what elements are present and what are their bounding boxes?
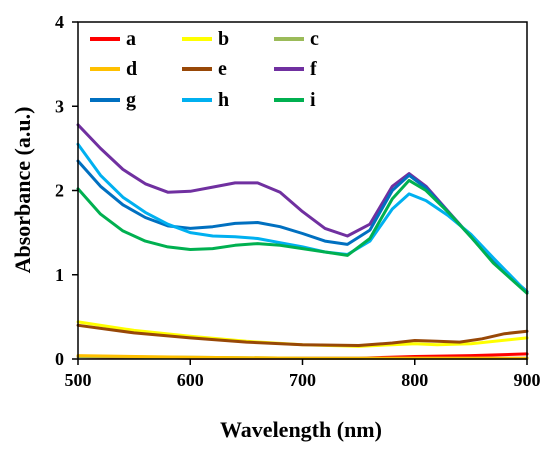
- legend-label-e: e: [218, 58, 227, 80]
- x-tick-label: 600: [177, 370, 204, 390]
- y-tick-label: 3: [55, 96, 64, 116]
- y-axis-title: Absorbance (a.u.): [10, 107, 35, 274]
- legend: a b c d e f g h i: [90, 28, 319, 111]
- series-line-f: [76, 123, 529, 294]
- legend-label-g: g: [126, 89, 136, 111]
- legend-label-c: c: [310, 28, 319, 50]
- series-line-e: [76, 323, 529, 347]
- axes: [77, 21, 528, 360]
- x-tick-label: 800: [401, 370, 428, 390]
- y-tick-label: 0: [55, 349, 64, 369]
- legend-label-i: i: [310, 89, 316, 111]
- plot-frame: [77, 21, 528, 360]
- y-tick-label: 1: [55, 265, 64, 285]
- ticks: 500 600 700 800 900 0 1 2 3 4: [55, 12, 541, 390]
- legend-label-a: a: [126, 28, 136, 50]
- series-line-i: [76, 178, 529, 295]
- x-tick-label: 500: [65, 370, 92, 390]
- legend-label-f: f: [310, 58, 317, 80]
- series-line-d: [76, 354, 529, 360]
- y-tick-label: 4: [55, 12, 64, 32]
- legend-label-h: h: [218, 89, 229, 111]
- y-tick-label: 2: [55, 181, 64, 201]
- legend-label-d: d: [126, 58, 137, 80]
- x-axis-title: Wavelength (nm): [220, 417, 382, 442]
- series-line-h: [76, 142, 529, 294]
- x-tick-label: 700: [289, 370, 316, 390]
- legend-label-b: b: [218, 28, 229, 50]
- x-tick-label: 900: [514, 370, 541, 390]
- plot-lines: [76, 123, 529, 360]
